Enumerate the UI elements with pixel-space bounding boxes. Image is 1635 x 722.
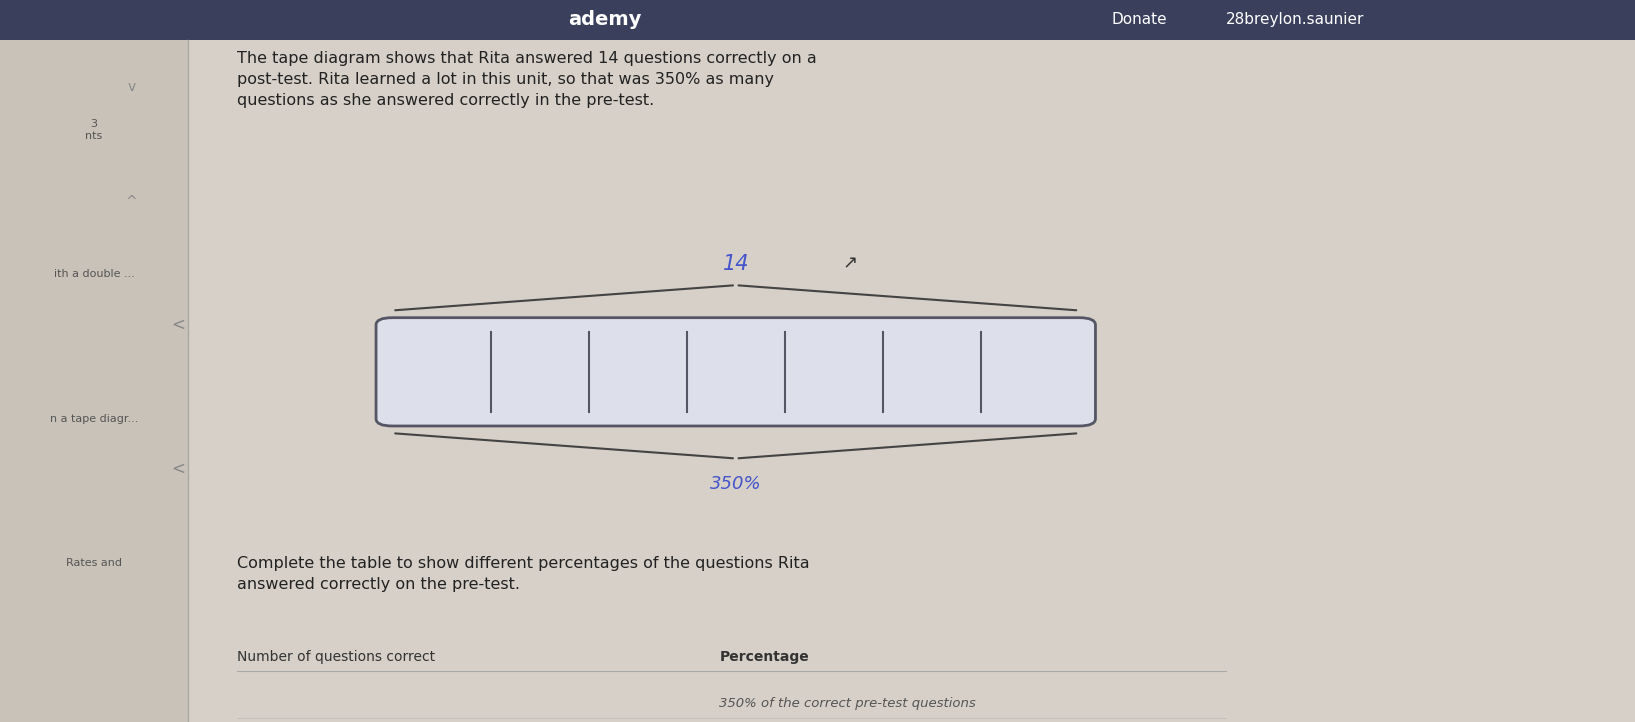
Text: 28breylon.saunier: 28breylon.saunier: [1226, 12, 1365, 27]
Text: Number of questions correct: Number of questions correct: [237, 650, 435, 664]
Text: <: <: [172, 461, 186, 478]
Text: ith a double ...: ith a double ...: [54, 269, 134, 279]
Text: The tape diagram shows that Rita answered 14 questions correctly on a
post-test.: The tape diagram shows that Rita answere…: [237, 51, 818, 108]
Text: Percentage: Percentage: [719, 650, 809, 664]
Text: 14: 14: [723, 253, 749, 274]
Text: Complete the table to show different percentages of the questions Rita
answered : Complete the table to show different per…: [237, 556, 809, 592]
Text: ademy: ademy: [569, 10, 641, 30]
Text: n a tape diagr...: n a tape diagr...: [49, 414, 139, 424]
FancyBboxPatch shape: [0, 0, 1635, 40]
Text: 3
nts: 3 nts: [85, 119, 103, 141]
FancyBboxPatch shape: [0, 40, 188, 722]
Text: v: v: [128, 79, 136, 94]
Text: Donate: Donate: [1112, 12, 1167, 27]
Text: 350% of the correct pre-test questions: 350% of the correct pre-test questions: [719, 697, 976, 710]
Text: ↗: ↗: [842, 255, 858, 272]
Text: <: <: [172, 316, 186, 334]
Text: Rates and: Rates and: [65, 558, 123, 568]
FancyBboxPatch shape: [376, 318, 1095, 426]
Text: 350%: 350%: [710, 475, 762, 492]
Text: ^: ^: [126, 195, 137, 209]
